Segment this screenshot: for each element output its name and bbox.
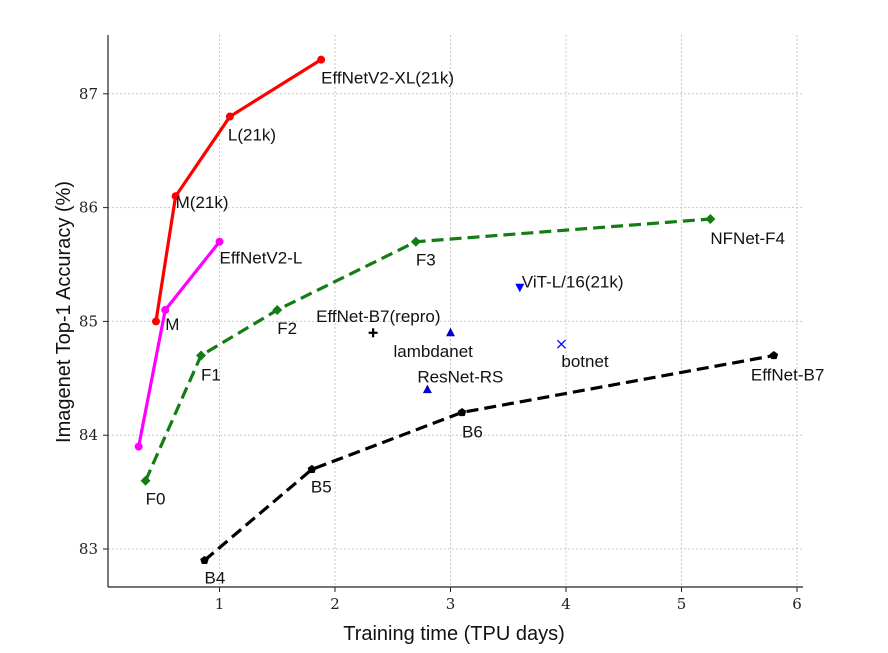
data-point — [446, 327, 455, 337]
x-tick-label: 2 — [330, 595, 340, 613]
data-point — [215, 237, 224, 246]
series-effnetv2-21k — [151, 55, 326, 326]
x-tick-label: 1 — [215, 595, 225, 613]
data-point — [457, 407, 467, 417]
x-tick-label: 5 — [677, 595, 687, 613]
series-effnetv2 — [134, 237, 224, 451]
data-point — [196, 350, 207, 361]
data-point — [200, 555, 209, 565]
y-tick-label: 84 — [79, 426, 98, 444]
data-point — [272, 305, 283, 316]
data-point — [769, 351, 779, 360]
series-line — [203, 353, 775, 562]
x-stroke — [556, 339, 566, 349]
series-effnet — [200, 351, 779, 565]
x-tick-label: 6 — [792, 595, 802, 613]
point-label: B6 — [462, 422, 483, 441]
data-point — [161, 306, 170, 315]
point-label: B5 — [311, 477, 332, 496]
data-point — [307, 464, 317, 473]
x-tick-label: 3 — [446, 595, 456, 613]
data-point — [515, 283, 525, 293]
point-label: L(21k) — [228, 126, 276, 145]
single-points-layer — [368, 283, 566, 394]
data-point — [225, 112, 234, 121]
point-label: ViT-L/16(21k) — [522, 272, 624, 291]
point-label: F1 — [201, 366, 221, 385]
point-label: botnet — [561, 352, 609, 371]
point-label: EffNet-B7 — [751, 366, 824, 385]
data-point — [151, 317, 160, 326]
point-label: B4 — [204, 568, 225, 587]
data-point — [705, 213, 716, 224]
annotations: M(21k) L(21k) EffNetV2-XL(21k) M EffNetV2-L F… — [146, 69, 825, 588]
point-label: F0 — [146, 490, 166, 509]
point-label: NFNet-F4 — [710, 229, 785, 248]
axes: 1 2 3 4 5 6 83 84 85 86 87 — [79, 35, 803, 613]
data-point — [134, 442, 143, 451]
point-label: F3 — [416, 251, 436, 270]
point-label: ResNet-RS — [417, 368, 503, 387]
series-nfnet — [140, 213, 716, 486]
point-label: lambdanet — [394, 342, 474, 361]
point-label: EffNetV2-L — [220, 249, 303, 268]
series-line — [137, 240, 221, 447]
data-point — [556, 339, 566, 349]
data-point — [317, 55, 326, 64]
series-line — [154, 58, 322, 322]
y-tick-label: 83 — [79, 540, 98, 558]
data-point — [410, 236, 421, 247]
y-axis-title: Imagenet Top-1 Accuracy (%) — [53, 181, 75, 443]
grid — [108, 35, 803, 587]
point-label: M — [165, 315, 179, 334]
point-label: M(21k) — [176, 193, 229, 212]
y-tick-label: 87 — [79, 85, 98, 103]
data-point — [422, 384, 432, 394]
data-point — [140, 475, 151, 486]
data-point — [368, 328, 378, 338]
y-tick-label: 86 — [79, 199, 98, 217]
point-label: EffNet-B7(repro) — [316, 307, 440, 326]
data-point — [171, 192, 180, 201]
y-tick-label: 85 — [79, 312, 98, 330]
point-label: F2 — [277, 319, 297, 338]
point-label: EffNetV2-XL(21k) — [321, 69, 454, 88]
series-layer — [134, 55, 779, 565]
x-tick-label: 4 — [561, 595, 571, 613]
x-axis-title: Training time (TPU days) — [343, 623, 565, 645]
